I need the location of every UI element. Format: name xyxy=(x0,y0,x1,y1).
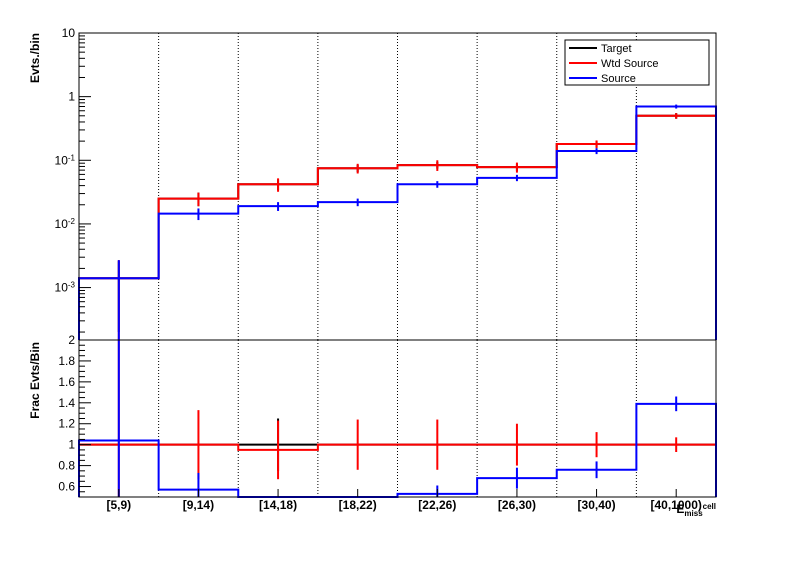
bottom-y-axis-title: Frac Evts/Bin xyxy=(28,342,42,419)
top-y-tick-label: 10 xyxy=(62,26,76,40)
bottom-y-tick-label: 2 xyxy=(68,333,75,347)
x-category-label: [9,14) xyxy=(183,498,214,512)
top-y-tick-label: 10-3 xyxy=(55,280,76,295)
x-category-label: [40,1000) xyxy=(651,498,702,512)
bottom-y-tick-label: 1.2 xyxy=(58,417,75,431)
bottom-panel-grid xyxy=(158,340,637,497)
bottom-y-tick-label: 1.6 xyxy=(58,375,75,389)
bottom-y-tick-label: 0.6 xyxy=(58,480,75,494)
bottom-y-axis: 0.6 0.8 1 1.2 1.4 1.6 1.8 2 xyxy=(58,333,91,498)
x-category-label: [5,9) xyxy=(106,498,131,512)
x-category-label: [26,30) xyxy=(498,498,536,512)
x-category-label: [30,40) xyxy=(578,498,616,512)
legend-label-source: Source xyxy=(601,73,636,85)
bottom-y-tick-label: 0.8 xyxy=(58,459,75,473)
legend-label-target: Target xyxy=(601,43,632,55)
top-y-tick-label: 10-2 xyxy=(55,216,76,231)
top-panel-series xyxy=(78,104,717,340)
legend: Target Wtd Source Source xyxy=(564,39,710,86)
bottom-y-tick-label: 1.4 xyxy=(58,396,75,410)
bottom-y-tick-label: 1.8 xyxy=(58,354,75,368)
x-category-label: [18,22) xyxy=(339,498,377,512)
legend-label-wtd-source: Wtd Source xyxy=(601,58,658,70)
top-y-tick-label: 10-1 xyxy=(55,153,76,168)
x-category-label: [22,26) xyxy=(418,498,456,512)
top-y-axis: 10-3 10-2 10-1 1 10 xyxy=(55,26,91,333)
top-y-axis-title: Evts./bin xyxy=(28,33,42,83)
bottom-panel-series xyxy=(78,340,717,498)
x-axis-title: Emisscell xyxy=(676,502,716,518)
bottom-y-tick-label: 1 xyxy=(68,438,75,452)
bottom-series-source xyxy=(78,402,717,498)
top-series-source xyxy=(78,105,717,340)
top-y-tick-label: 1 xyxy=(68,90,75,104)
x-category-labels: [5,9) [9,14) [14,18) [18,22) [22,26) [26,30) [… xyxy=(106,489,702,512)
x-category-label: [14,18) xyxy=(259,498,297,512)
